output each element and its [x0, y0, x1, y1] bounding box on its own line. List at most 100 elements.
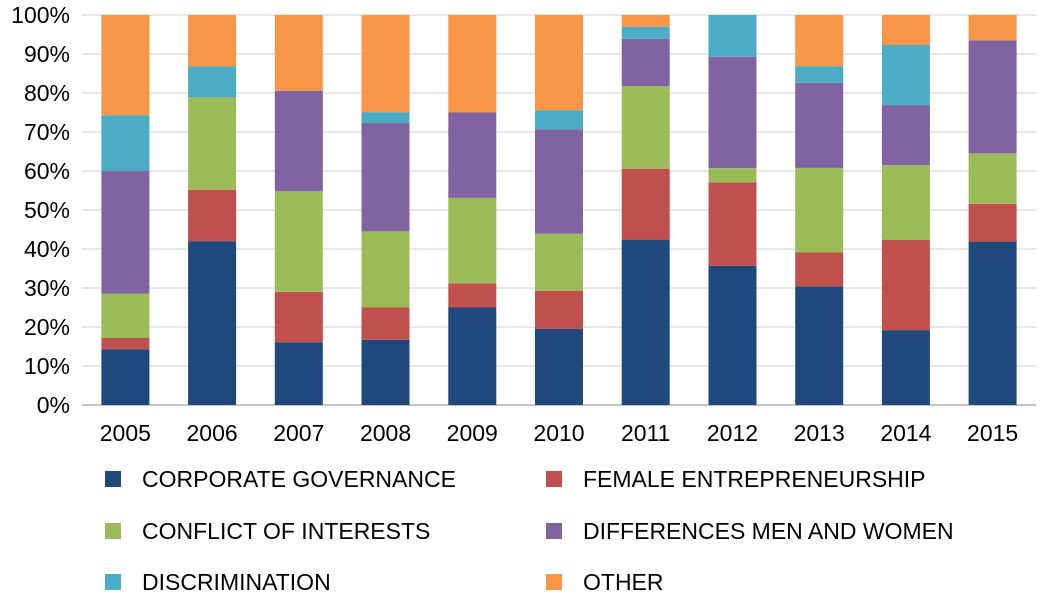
bar-segment-2014-2 [881, 165, 930, 241]
y-tick-label: 0% [37, 392, 70, 418]
legend-swatch [546, 471, 562, 487]
bar-segment-2008-4 [361, 112, 410, 123]
bar-segment-2011-3 [621, 38, 670, 86]
x-tick-label: 2012 [707, 420, 758, 446]
y-tick-label: 50% [24, 197, 70, 223]
bar-segment-2015-0 [968, 241, 1017, 405]
bar-segment-2007-0 [274, 342, 323, 405]
bar-segment-2008-2 [361, 231, 410, 308]
bar-segment-2005-4 [101, 115, 150, 171]
legend: CORPORATE GOVERNANCE FEMALE ENTREPRENEURS… [105, 466, 954, 595]
bar-segment-2007-3 [274, 90, 323, 192]
bar-segment-2005-3 [101, 171, 150, 294]
bar-segment-2013-2 [795, 167, 844, 253]
bar-segment-2010-3 [535, 129, 583, 234]
bar-segment-2014-3 [881, 105, 930, 166]
bar-segment-2013-5 [795, 15, 844, 67]
bar-segment-2005-1 [101, 337, 150, 350]
bar-segment-2012-4 [708, 15, 757, 57]
bar-segment-2014-5 [881, 15, 930, 45]
bar-segment-2006-1 [188, 189, 237, 242]
legend-label: DISCRIMINATION [142, 569, 331, 595]
bar-segment-2011-2 [621, 86, 670, 169]
y-tick-label: 100% [11, 2, 70, 28]
bar-segment-2009-0 [448, 307, 497, 405]
legend-swatch [546, 574, 562, 590]
bar-segment-2014-0 [881, 330, 930, 405]
axes: 0% 10% 20% 30% 40% 50% 60% 70% 80% 90% 100% 2005 200… [11, 2, 1018, 446]
bar-segment-2012-3 [708, 56, 757, 169]
bar-segment-2006-5 [188, 15, 237, 67]
x-tick-label: 2008 [360, 420, 411, 446]
bar-segment-2010-0 [535, 328, 583, 405]
bar-segment-2011-1 [621, 168, 670, 240]
legend-label: CORPORATE GOVERNANCE [142, 466, 456, 492]
x-tick-label: 2013 [794, 420, 845, 446]
bar-segment-2015-1 [968, 203, 1017, 242]
bar-segment-2008-3 [361, 123, 410, 232]
legend-label: OTHER [583, 569, 664, 595]
bar-segment-2010-5 [535, 15, 583, 111]
bar-segment-2013-0 [795, 286, 844, 405]
bar-segment-2007-2 [274, 191, 323, 292]
bar-segment-2009-1 [448, 283, 497, 308]
bar-segment-2013-3 [795, 82, 844, 168]
bar-segment-2008-1 [361, 307, 410, 340]
legend-swatch [105, 471, 121, 487]
x-tick-label: 2006 [187, 420, 238, 446]
bar-segment-2006-0 [188, 241, 237, 405]
y-tick-label: 80% [24, 80, 70, 106]
legend-swatch [105, 523, 121, 539]
y-tick-label: 90% [24, 41, 70, 67]
bar-segment-2014-4 [881, 45, 930, 106]
legend-label: CONFLICT OF INTERESTS [142, 518, 430, 544]
y-tick-label: 10% [24, 353, 70, 379]
bar-segment-2015-2 [968, 153, 1017, 204]
x-tick-label: 2014 [880, 420, 931, 446]
bar-segment-2010-4 [535, 110, 583, 130]
bar-segment-2010-2 [535, 233, 583, 291]
x-tick-label: 2005 [100, 420, 151, 446]
x-tick-label: 2011 [621, 420, 670, 446]
bar-segment-2012-2 [708, 168, 757, 183]
bar-segment-2007-1 [274, 291, 323, 343]
x-tick-label: 2009 [447, 420, 498, 446]
y-tick-label: 40% [24, 236, 70, 262]
bar-segment-2005-5 [101, 15, 150, 116]
bar-segment-2007-5 [274, 15, 323, 91]
bar-segment-2008-0 [361, 339, 410, 405]
x-tick-label: 2007 [273, 420, 324, 446]
bar-segment-2014-1 [881, 240, 930, 331]
bar-segment-2005-0 [101, 349, 150, 405]
legend-label: DIFFERENCES MEN AND WOMEN [583, 518, 954, 544]
y-tick-label: 60% [24, 158, 70, 184]
bar-segment-2012-1 [708, 182, 757, 266]
legend-label: FEMALE ENTREPRENEURSHIP [583, 466, 926, 492]
bar-segment-2005-2 [101, 293, 150, 338]
bar-segment-2011-0 [621, 239, 670, 405]
legend-swatch [546, 523, 562, 539]
bar-segment-2009-2 [448, 197, 497, 284]
bar-segment-2008-5 [361, 15, 410, 113]
y-tick-label: 70% [24, 119, 70, 145]
legend-swatch [105, 574, 121, 590]
bar-segment-2015-5 [968, 15, 1017, 41]
bar-segment-2012-0 [708, 265, 757, 405]
bar-segment-2011-4 [621, 26, 670, 39]
bars [101, 15, 1017, 405]
x-tick-label: 2015 [967, 420, 1018, 446]
bar-segment-2006-2 [188, 97, 237, 190]
x-tick-label: 2010 [533, 420, 584, 446]
bar-segment-2010-1 [535, 290, 583, 329]
y-tick-label: 20% [24, 314, 70, 340]
y-tick-label: 30% [24, 275, 70, 301]
bar-segment-2013-4 [795, 66, 844, 83]
bar-segment-2009-5 [448, 15, 497, 113]
bar-segment-2006-4 [188, 66, 237, 98]
bar-segment-2013-1 [795, 252, 844, 287]
bar-segment-2015-3 [968, 40, 1017, 154]
bar-segment-2011-5 [621, 15, 670, 27]
bar-segment-2009-3 [448, 112, 497, 198]
